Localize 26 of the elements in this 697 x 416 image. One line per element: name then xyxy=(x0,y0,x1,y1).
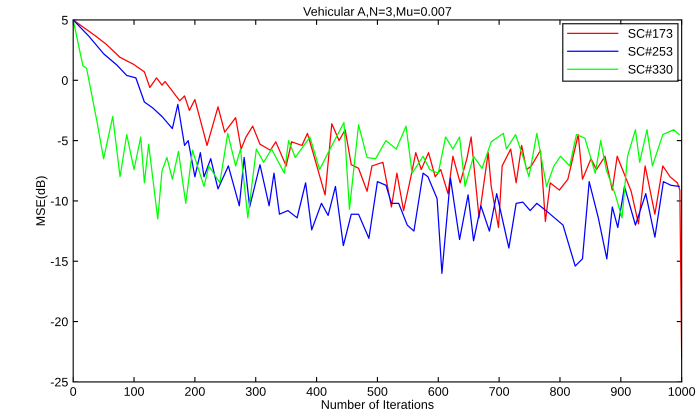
y-tick-label: -5 xyxy=(58,136,68,146)
x-tick-label: 400 xyxy=(306,387,327,396)
x-tick-label: 200 xyxy=(185,387,205,396)
x-tick-label: 300 xyxy=(246,387,266,396)
x-tick-label: 700 xyxy=(489,387,510,396)
legend-label: SC#330 xyxy=(628,64,672,74)
line-series xyxy=(73,20,680,274)
x-tick-label: 600 xyxy=(428,387,448,396)
x-axis-title: Number of Iterations xyxy=(322,400,434,409)
y-tick-label: -20 xyxy=(50,317,68,326)
chart-title: Vehicular A,N=3,Mu=0.007 xyxy=(303,6,452,18)
y-tick-label: -25 xyxy=(50,378,68,387)
line-series xyxy=(73,20,680,220)
x-tick-label: 0 xyxy=(70,387,76,396)
legend-label: SC#253 xyxy=(628,46,672,56)
y-tick-label: -15 xyxy=(50,257,68,266)
x-tick-label: 100 xyxy=(124,387,144,396)
legend-label: SC#173 xyxy=(628,29,672,38)
y-axis-title: MSE(dB) xyxy=(36,176,48,226)
x-tick-label: 800 xyxy=(550,387,570,396)
y-tick-label: 0 xyxy=(62,76,68,85)
x-tick-label: 500 xyxy=(368,387,388,396)
x-tick-label: 900 xyxy=(610,387,631,396)
y-tick-label: -10 xyxy=(50,196,68,206)
x-tick-label: 1000 xyxy=(668,387,696,396)
y-tick-label: 5 xyxy=(62,16,68,25)
